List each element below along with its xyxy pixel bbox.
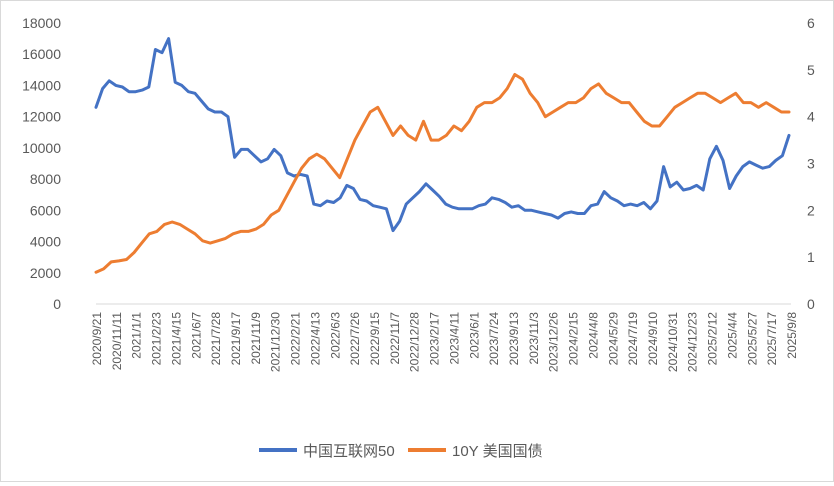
y-left-tick-label: 10000 (22, 140, 61, 156)
x-tick-label: 2020/9/21 (90, 312, 104, 366)
y-right-tick-label: 3 (807, 156, 815, 172)
x-tick-label: 2025/4/4 (725, 312, 739, 359)
x-tick-label: 2021/7/28 (209, 312, 223, 366)
x-tick-label: 2022/4/13 (308, 312, 322, 366)
x-tick-label: 2023/6/1 (467, 312, 481, 359)
x-tick-label: 2022/11/7 (388, 312, 402, 365)
y-right-tick-label: 5 (807, 62, 815, 78)
x-tick-label: 2023/4/11 (447, 312, 461, 365)
y-left-tick-label: 16000 (22, 46, 61, 62)
y-left-tick-label: 6000 (30, 202, 61, 218)
x-tick-label: 2024/9/10 (646, 312, 660, 366)
x-tick-label: 2021/11/9 (249, 312, 263, 365)
x-tick-label: 2024/5/29 (606, 312, 620, 366)
x-tick-label: 2023/11/3 (527, 312, 541, 365)
series-line-internet50 (94, 37, 791, 233)
x-tick-label: 2025/2/12 (706, 312, 720, 366)
x-tick-label: 2021/12/30 (269, 312, 283, 372)
x-tick-label: 2023/2/17 (428, 312, 442, 366)
x-tick-label: 2024/10/31 (666, 312, 680, 372)
x-tick-label: 2022/12/28 (408, 312, 422, 372)
x-tick-label: 2024/2/15 (567, 312, 581, 366)
y-left-tick-label: 14000 (22, 77, 61, 93)
x-tick-label: 2022/2/21 (289, 312, 303, 366)
x-tick-label: 2025/5/27 (745, 312, 759, 366)
y-right-tick-label: 0 (807, 296, 815, 312)
y-left-tick-label: 4000 (30, 234, 61, 250)
y-right-tick-label: 2 (807, 202, 815, 218)
x-tick-label: 2021/6/7 (189, 312, 203, 359)
x-tick-label: 2022/9/15 (368, 312, 382, 366)
x-tick-label: 2025/7/17 (765, 312, 779, 366)
x-tick-label: 2023/7/24 (487, 312, 501, 366)
y-left-tick-label: 12000 (22, 109, 61, 125)
x-tick-label: 2021/2/23 (150, 312, 164, 366)
x-tick-label: 2020/11/11 (110, 312, 124, 371)
y-right-tick-label: 1 (807, 249, 815, 265)
y-left-tick-label: 2000 (30, 265, 61, 281)
x-tick-label: 2024/12/23 (686, 312, 700, 372)
legend-entry-us10y-label: 10Y 美国国债 (452, 443, 543, 460)
x-tick-label: 2021/4/15 (169, 312, 183, 366)
y-left-tick-label: 0 (53, 296, 61, 312)
x-tick-label: 2023/9/13 (507, 312, 521, 366)
x-tick-label: 2024/4/8 (586, 312, 600, 359)
x-tick-label: 2022/7/26 (348, 312, 362, 366)
x-tick-label: 2022/6/3 (328, 312, 342, 359)
y-left-tick-label: 18000 (22, 15, 61, 31)
series-line-us10y (94, 73, 791, 274)
x-tick-label: 2025/9/8 (785, 312, 799, 359)
y-left-tick-label: 8000 (30, 171, 61, 187)
x-tick-label: 2023/12/26 (547, 312, 561, 372)
x-tick-label: 2024/7/19 (626, 312, 640, 366)
legend-entry-internet50-label: 中国互联网50 (303, 443, 395, 460)
y-right-tick-label: 4 (807, 109, 815, 125)
x-tick-label: 2021/1/1 (130, 312, 144, 359)
y-right-tick-label: 6 (807, 15, 815, 31)
x-tick-label: 2021/9/17 (229, 312, 243, 366)
